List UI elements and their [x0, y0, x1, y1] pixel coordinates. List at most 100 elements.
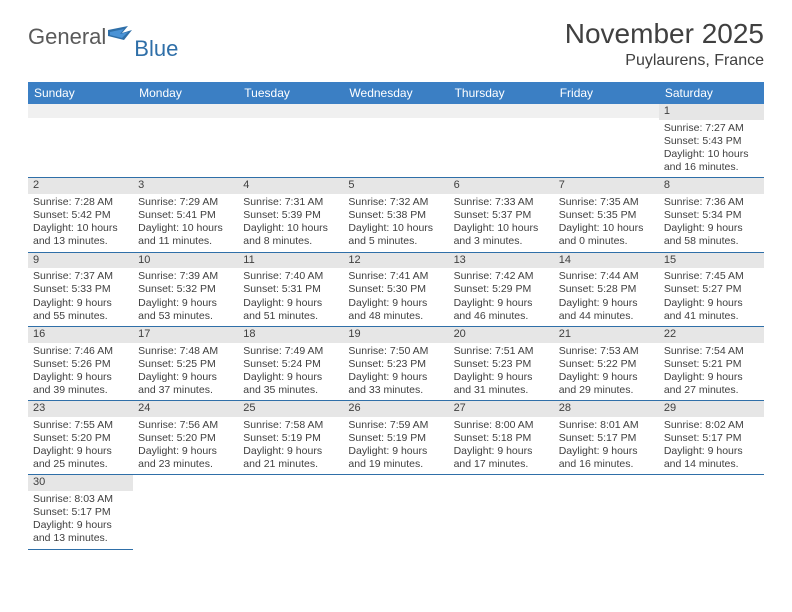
day-cell [449, 104, 554, 178]
sunset-line: Sunset: 5:42 PM [33, 209, 128, 222]
day-number: 2 [28, 178, 133, 194]
calendar-row: 9Sunrise: 7:37 AMSunset: 5:33 PMDaylight… [28, 252, 764, 326]
weekday-header: Saturday [659, 82, 764, 104]
day-number: 28 [554, 401, 659, 417]
sunrise-line: Sunrise: 7:56 AM [138, 419, 233, 432]
calendar-row: 1Sunrise: 7:27 AMSunset: 5:43 PMDaylight… [28, 104, 764, 178]
day-details: Sunrise: 7:37 AMSunset: 5:33 PMDaylight:… [28, 268, 133, 326]
day-number: 21 [554, 327, 659, 343]
day-cell: 30Sunrise: 8:03 AMSunset: 5:17 PMDayligh… [28, 475, 133, 549]
day-cell: 21Sunrise: 7:53 AMSunset: 5:22 PMDayligh… [554, 326, 659, 400]
sunset-line: Sunset: 5:34 PM [664, 209, 759, 222]
daylight-line: Daylight: 9 hours and 13 minutes. [33, 519, 128, 545]
day-cell: 14Sunrise: 7:44 AMSunset: 5:28 PMDayligh… [554, 252, 659, 326]
day-number: 23 [28, 401, 133, 417]
day-number: 9 [28, 253, 133, 269]
sunrise-line: Sunrise: 8:01 AM [559, 419, 654, 432]
day-cell: 9Sunrise: 7:37 AMSunset: 5:33 PMDaylight… [28, 252, 133, 326]
sunrise-line: Sunrise: 7:51 AM [454, 345, 549, 358]
day-cell: 1Sunrise: 7:27 AMSunset: 5:43 PMDaylight… [659, 104, 764, 178]
day-cell: 3Sunrise: 7:29 AMSunset: 5:41 PMDaylight… [133, 178, 238, 252]
day-details: Sunrise: 7:56 AMSunset: 5:20 PMDaylight:… [133, 417, 238, 475]
daylight-line: Daylight: 9 hours and 58 minutes. [664, 222, 759, 248]
day-cell [554, 104, 659, 178]
day-cell [133, 475, 238, 549]
sunset-line: Sunset: 5:25 PM [138, 358, 233, 371]
daylight-line: Daylight: 9 hours and 29 minutes. [559, 371, 654, 397]
day-cell: 12Sunrise: 7:41 AMSunset: 5:30 PMDayligh… [343, 252, 448, 326]
day-details: Sunrise: 7:40 AMSunset: 5:31 PMDaylight:… [238, 268, 343, 326]
day-cell [343, 104, 448, 178]
sunset-line: Sunset: 5:31 PM [243, 283, 338, 296]
day-number: 14 [554, 253, 659, 269]
day-details: Sunrise: 7:48 AMSunset: 5:25 PMDaylight:… [133, 343, 238, 401]
day-cell: 20Sunrise: 7:51 AMSunset: 5:23 PMDayligh… [449, 326, 554, 400]
sunrise-line: Sunrise: 7:29 AM [138, 196, 233, 209]
location-label: Puylaurens, France [565, 52, 764, 70]
day-number: 18 [238, 327, 343, 343]
sunset-line: Sunset: 5:26 PM [33, 358, 128, 371]
day-cell [343, 475, 448, 549]
sunset-line: Sunset: 5:17 PM [559, 432, 654, 445]
day-number: 30 [28, 475, 133, 491]
day-details: Sunrise: 7:53 AMSunset: 5:22 PMDaylight:… [554, 343, 659, 401]
day-details: Sunrise: 7:55 AMSunset: 5:20 PMDaylight:… [28, 417, 133, 475]
daylight-line: Daylight: 9 hours and 21 minutes. [243, 445, 338, 471]
day-details: Sunrise: 7:41 AMSunset: 5:30 PMDaylight:… [343, 268, 448, 326]
day-details: Sunrise: 7:33 AMSunset: 5:37 PMDaylight:… [449, 194, 554, 252]
day-cell: 18Sunrise: 7:49 AMSunset: 5:24 PMDayligh… [238, 326, 343, 400]
day-number: 6 [449, 178, 554, 194]
daylight-line: Daylight: 9 hours and 46 minutes. [454, 297, 549, 323]
day-cell [238, 475, 343, 549]
day-cell: 19Sunrise: 7:50 AMSunset: 5:23 PMDayligh… [343, 326, 448, 400]
sunset-line: Sunset: 5:30 PM [348, 283, 443, 296]
sunset-line: Sunset: 5:27 PM [664, 283, 759, 296]
day-number: 16 [28, 327, 133, 343]
sunrise-line: Sunrise: 8:00 AM [454, 419, 549, 432]
sunset-line: Sunset: 5:19 PM [243, 432, 338, 445]
day-cell: 15Sunrise: 7:45 AMSunset: 5:27 PMDayligh… [659, 252, 764, 326]
daylight-line: Daylight: 9 hours and 17 minutes. [454, 445, 549, 471]
daylight-line: Daylight: 9 hours and 55 minutes. [33, 297, 128, 323]
day-details: Sunrise: 8:01 AMSunset: 5:17 PMDaylight:… [554, 417, 659, 475]
day-cell [133, 104, 238, 178]
sunset-line: Sunset: 5:38 PM [348, 209, 443, 222]
day-number: 13 [449, 253, 554, 269]
day-details: Sunrise: 7:28 AMSunset: 5:42 PMDaylight:… [28, 194, 133, 252]
day-cell: 22Sunrise: 7:54 AMSunset: 5:21 PMDayligh… [659, 326, 764, 400]
flag-icon [108, 26, 134, 49]
day-cell: 26Sunrise: 7:59 AMSunset: 5:19 PMDayligh… [343, 401, 448, 475]
daylight-line: Daylight: 9 hours and 25 minutes. [33, 445, 128, 471]
day-details: Sunrise: 7:51 AMSunset: 5:23 PMDaylight:… [449, 343, 554, 401]
daylight-line: Daylight: 9 hours and 44 minutes. [559, 297, 654, 323]
sunset-line: Sunset: 5:19 PM [348, 432, 443, 445]
day-number: 19 [343, 327, 448, 343]
day-cell: 13Sunrise: 7:42 AMSunset: 5:29 PMDayligh… [449, 252, 554, 326]
day-details: Sunrise: 7:27 AMSunset: 5:43 PMDaylight:… [659, 120, 764, 178]
header: General Blue November 2025 Puylaurens, F… [0, 0, 792, 76]
daylight-line: Daylight: 9 hours and 51 minutes. [243, 297, 338, 323]
day-details: Sunrise: 7:35 AMSunset: 5:35 PMDaylight:… [554, 194, 659, 252]
day-cell [238, 104, 343, 178]
day-number: 17 [133, 327, 238, 343]
sunrise-line: Sunrise: 7:54 AM [664, 345, 759, 358]
sunrise-line: Sunrise: 7:44 AM [559, 270, 654, 283]
sunrise-line: Sunrise: 7:31 AM [243, 196, 338, 209]
daylight-line: Daylight: 10 hours and 3 minutes. [454, 222, 549, 248]
day-cell: 23Sunrise: 7:55 AMSunset: 5:20 PMDayligh… [28, 401, 133, 475]
sunrise-line: Sunrise: 7:49 AM [243, 345, 338, 358]
sunrise-line: Sunrise: 7:50 AM [348, 345, 443, 358]
logo-text-blue: Blue [134, 36, 178, 62]
day-number: 3 [133, 178, 238, 194]
sunrise-line: Sunrise: 7:59 AM [348, 419, 443, 432]
day-details: Sunrise: 8:00 AMSunset: 5:18 PMDaylight:… [449, 417, 554, 475]
daylight-line: Daylight: 9 hours and 23 minutes. [138, 445, 233, 471]
sunrise-line: Sunrise: 7:58 AM [243, 419, 338, 432]
day-cell [554, 475, 659, 549]
daylight-line: Daylight: 10 hours and 11 minutes. [138, 222, 233, 248]
day-cell: 27Sunrise: 8:00 AMSunset: 5:18 PMDayligh… [449, 401, 554, 475]
day-details: Sunrise: 7:50 AMSunset: 5:23 PMDaylight:… [343, 343, 448, 401]
daylight-line: Daylight: 9 hours and 41 minutes. [664, 297, 759, 323]
sunrise-line: Sunrise: 7:37 AM [33, 270, 128, 283]
logo-text-general: General [28, 24, 106, 50]
